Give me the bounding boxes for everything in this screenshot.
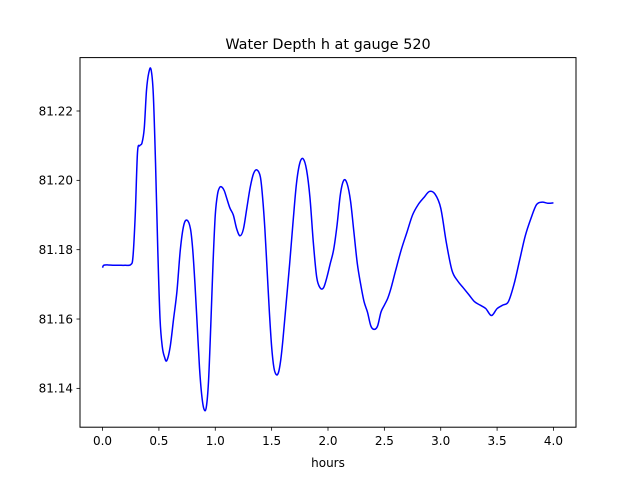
y-tick-label: 81.18 — [39, 243, 73, 257]
x-axis: 0.0 0.5 1.0 1.5 2.0 2.5 3.0 3.5 4.0 — [93, 427, 563, 448]
y-tick-label: 81.16 — [39, 312, 73, 326]
x-tick-label: 2.5 — [375, 434, 394, 448]
x-tick-label: 3.0 — [431, 434, 450, 448]
y-tick-label: 81.20 — [39, 174, 73, 188]
x-axis-label: hours — [311, 456, 345, 470]
chart-title: Water Depth h at gauge 520 — [225, 37, 430, 53]
x-tick-label: 0.5 — [149, 434, 168, 448]
y-tick-label: 81.22 — [39, 104, 73, 118]
x-tick-label: 4.0 — [544, 434, 563, 448]
plot-area — [80, 57, 576, 428]
series-layer — [101, 67, 554, 412]
y-tick-label: 81.14 — [39, 382, 73, 396]
x-tick-label: 2.0 — [318, 434, 337, 448]
x-tick-label: 1.5 — [262, 434, 281, 448]
y-axis: 81.14 81.16 81.18 81.20 81.22 — [39, 104, 80, 396]
x-tick-label: 3.5 — [488, 434, 507, 448]
x-tick-label: 1.0 — [206, 434, 225, 448]
series-line-0 — [101, 67, 554, 412]
x-tick-label: 0.0 — [93, 434, 112, 448]
